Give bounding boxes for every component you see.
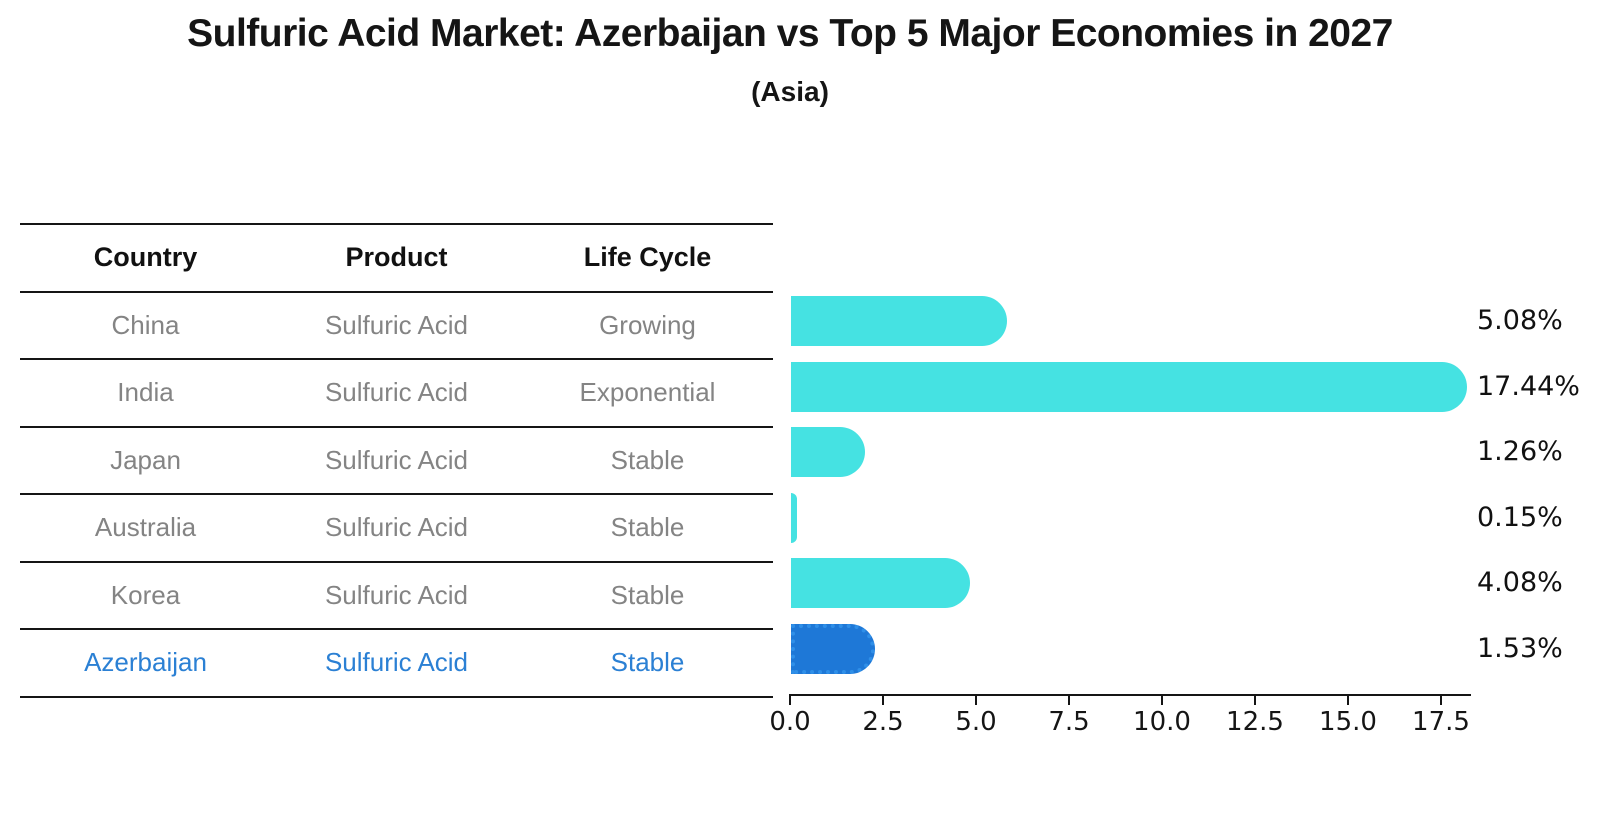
country-cell: India	[117, 377, 174, 408]
country-cell: Azerbaijan	[84, 647, 207, 678]
country-cell: Japan	[110, 444, 181, 475]
value-label-japan: 1.26%	[1477, 436, 1563, 468]
life-cycle-cell: Stable	[610, 444, 685, 475]
value-label-china: 5.08%	[1477, 305, 1563, 337]
table-row-india: India Sulfuric Acid Exponential	[20, 360, 773, 428]
bar-australia	[791, 492, 797, 543]
life-cycle-cell: Stable	[610, 647, 685, 678]
chart-subtitle: (Asia)	[751, 76, 829, 107]
x-axis-tick	[1347, 696, 1349, 705]
country-cell: Korea	[110, 579, 181, 610]
x-axis-line	[789, 694, 1471, 696]
country-cell: China	[111, 309, 180, 340]
product-cell: Sulfuric Acid	[324, 309, 469, 340]
column-header-country: Country	[93, 242, 198, 273]
table-row-azerbaijan: Azerbaijan Sulfuric Acid Stable	[20, 630, 773, 698]
x-axis-tick-label: 17.5	[1412, 707, 1470, 737]
x-axis-tick	[1254, 696, 1256, 705]
x-axis-tick	[1068, 696, 1070, 705]
table-row-australia: Australia Sulfuric Acid Stable	[20, 495, 773, 563]
value-label-australia: 0.15%	[1477, 501, 1563, 533]
x-axis-tick-label: 5.0	[955, 707, 997, 737]
table-row-korea: Korea Sulfuric Acid Stable	[20, 563, 773, 630]
value-label-india: 17.44%	[1477, 370, 1580, 402]
table-row-japan: Japan Sulfuric Acid Stable	[20, 428, 773, 495]
life-cycle-cell: Stable	[610, 579, 685, 610]
bar-korea	[791, 558, 970, 609]
bar-japan	[791, 427, 865, 478]
country-table: Country Product Life Cycle China Sulfuric A…	[20, 223, 773, 698]
product-cell: Sulfuric Acid	[324, 512, 469, 543]
x-axis-tick-label: 12.5	[1226, 707, 1284, 737]
life-cycle-cell: Exponential	[579, 377, 716, 408]
table-header-row: Country Product Life Cycle	[20, 225, 773, 293]
x-axis-tick	[789, 696, 791, 705]
product-cell: Sulfuric Acid	[324, 444, 469, 475]
x-axis-tick-label: 7.5	[1048, 707, 1090, 737]
x-axis-tick-label: 15.0	[1319, 707, 1377, 737]
bar-china	[791, 296, 1007, 347]
value-label-korea: 4.08%	[1477, 567, 1563, 599]
value-label-azerbaijan: 1.53%	[1477, 632, 1563, 664]
product-cell: Sulfuric Acid	[324, 377, 469, 408]
life-cycle-cell: Stable	[610, 512, 685, 543]
product-cell: Sulfuric Acid	[324, 647, 469, 678]
x-axis-tick-label: 2.5	[862, 707, 904, 737]
chart-title: Sulfuric Acid Market: Azerbaijan vs Top …	[187, 12, 1393, 55]
x-axis-tick	[975, 696, 977, 705]
column-header-product: Product	[345, 242, 448, 273]
bar-azerbaijan	[791, 623, 875, 674]
x-axis-tick-label: 10.0	[1133, 707, 1191, 737]
column-header-life-cycle: Life Cycle	[583, 242, 712, 273]
x-axis-tick	[882, 696, 884, 705]
x-axis-tick	[1161, 696, 1163, 705]
x-axis-tick	[1440, 696, 1442, 705]
table-row-china: China Sulfuric Acid Growing	[20, 293, 773, 360]
product-cell: Sulfuric Acid	[324, 579, 469, 610]
bar-india	[791, 361, 1467, 412]
life-cycle-cell: Growing	[599, 309, 696, 340]
x-axis-tick-label: 0.0	[769, 707, 811, 737]
country-cell: Australia	[94, 512, 197, 543]
